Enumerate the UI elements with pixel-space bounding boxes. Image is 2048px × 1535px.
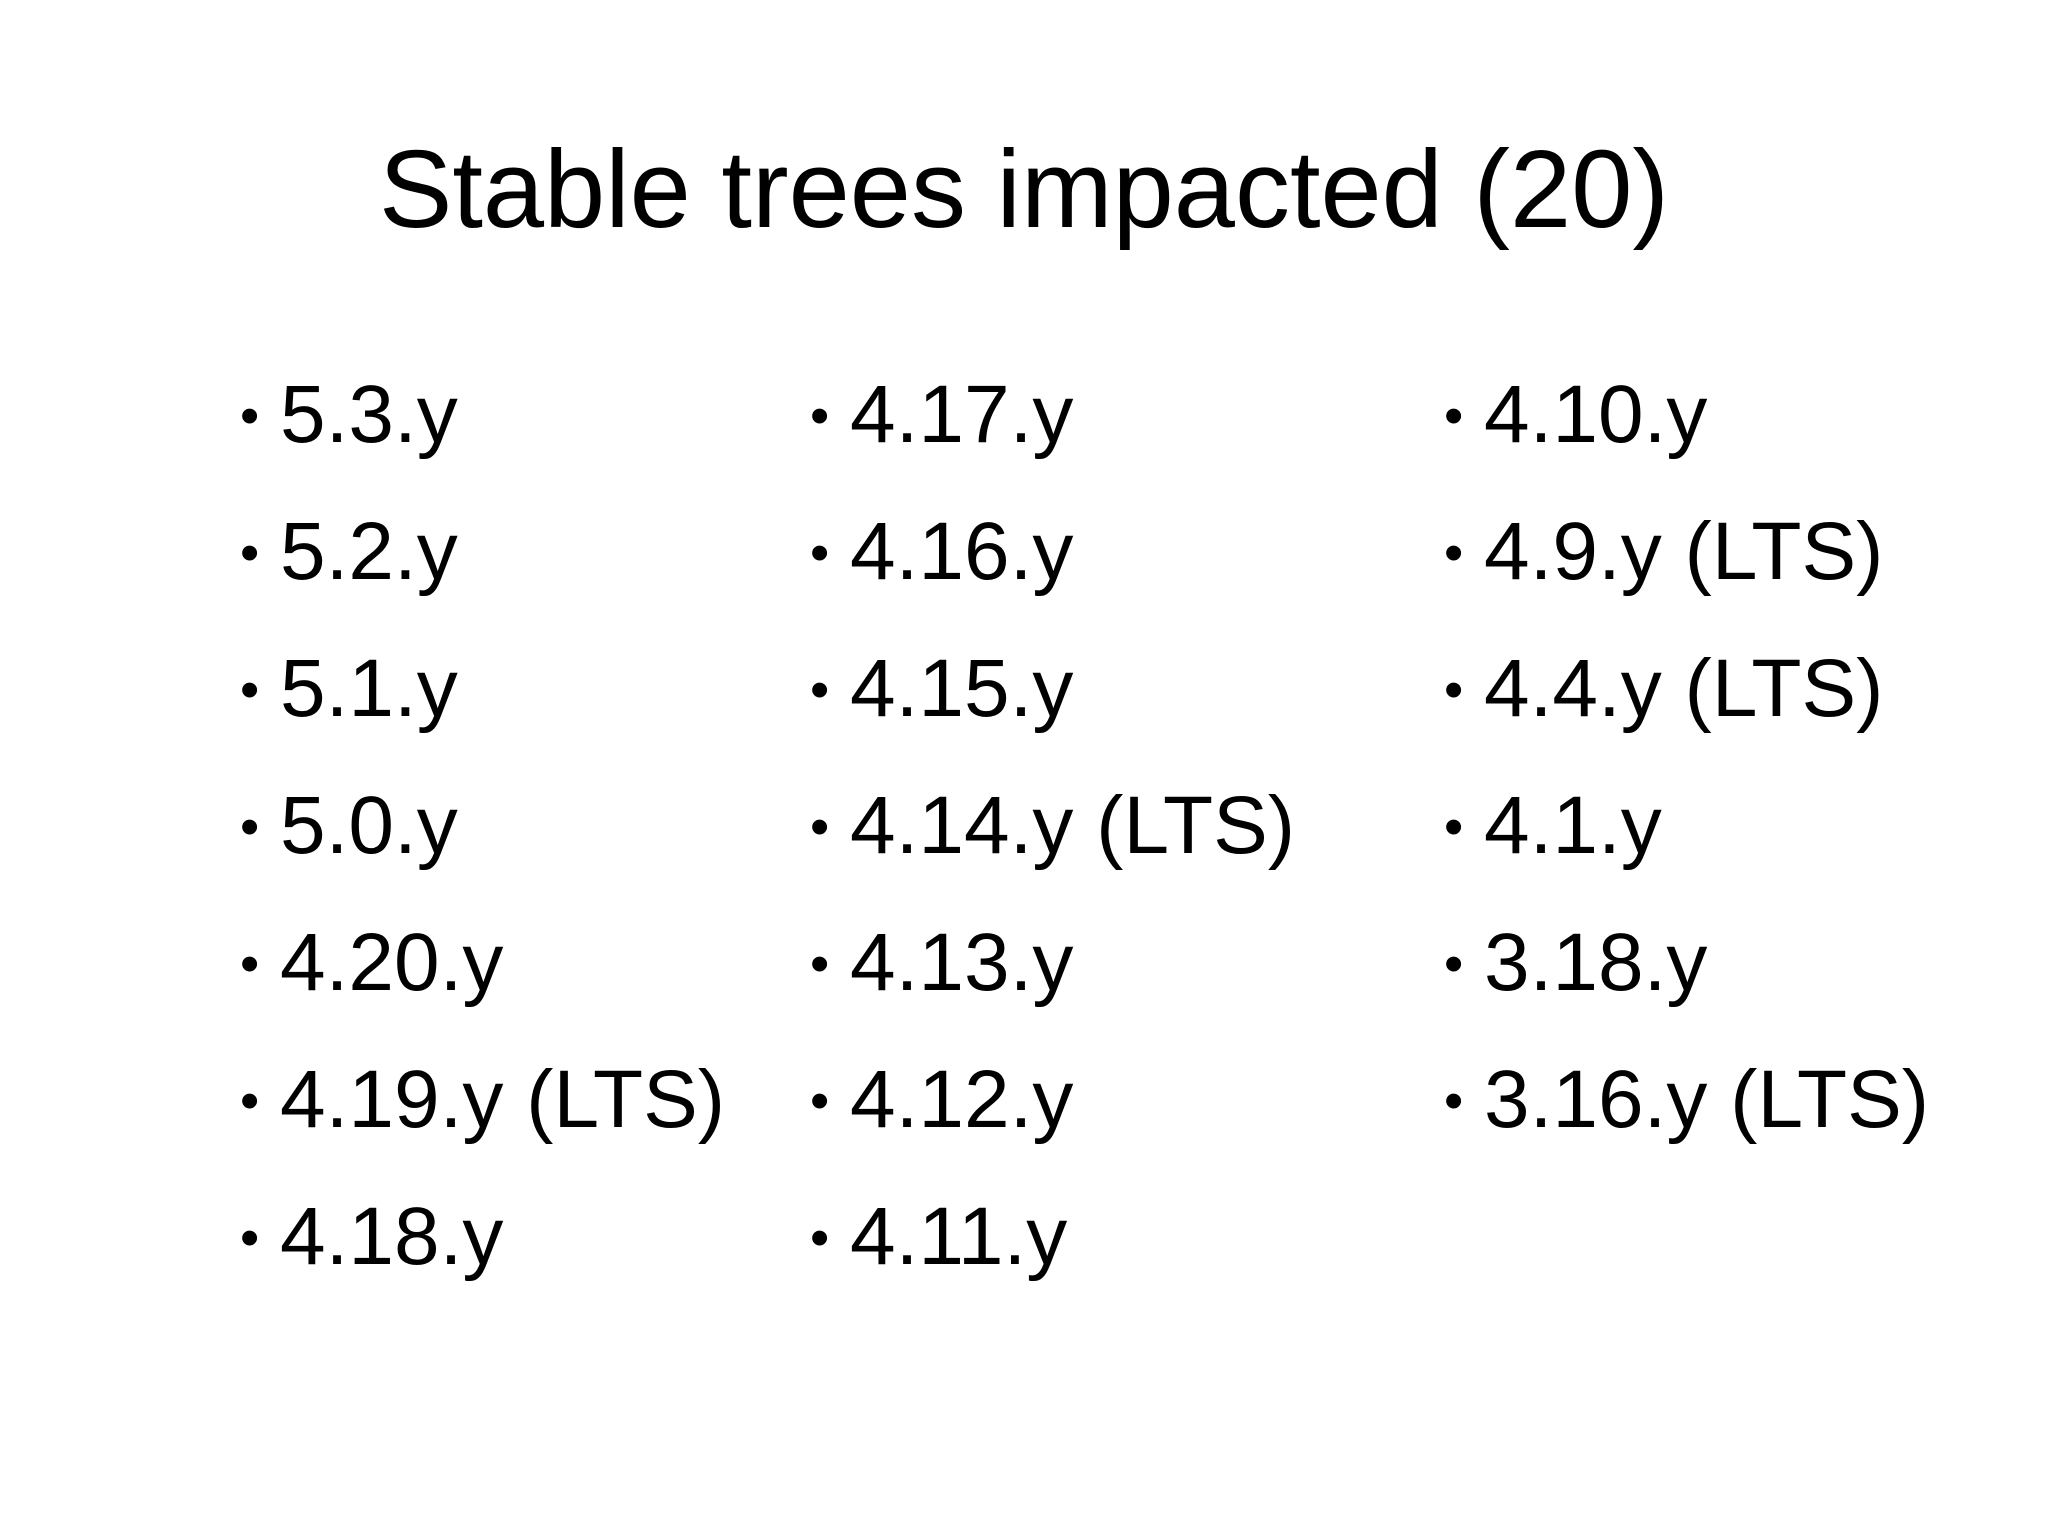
bullet-icon: •: [1444, 658, 1464, 720]
list-item-label: 4.15.y: [850, 643, 1074, 734]
list-item-label: 4.9.y (LTS): [1484, 506, 1884, 597]
bullet-icon: •: [1444, 384, 1464, 446]
list-item-label: 4.11.y: [850, 1191, 1068, 1282]
bullet-icon: •: [240, 795, 260, 857]
bullet-icon: •: [810, 795, 830, 857]
bullet-icon: •: [1444, 521, 1464, 583]
bullet-icon: •: [810, 658, 830, 720]
list-item-label: 4.16.y: [850, 506, 1074, 597]
bullet-icon: •: [240, 658, 260, 720]
bullet-icon: •: [810, 1206, 830, 1268]
list-item-label: 5.2.y: [280, 506, 458, 597]
list-item-label: 5.1.y: [280, 643, 458, 734]
list-item-label: 5.3.y: [280, 369, 458, 460]
list-item-label: 4.14.y (LTS): [850, 780, 1296, 871]
bullet-icon: •: [810, 521, 830, 583]
list-item-label: 4.19.y (LTS): [280, 1054, 726, 1145]
list-item-label: 4.10.y: [1484, 369, 1708, 460]
list-item-label: 3.16.y (LTS): [1484, 1054, 1930, 1145]
bullet-icon: •: [240, 1069, 260, 1131]
bullet-icon: •: [1444, 1069, 1464, 1131]
list-item-label: 4.20.y: [280, 917, 504, 1008]
bullet-icon: •: [240, 384, 260, 446]
bullet-icon: •: [240, 521, 260, 583]
bullet-icon: •: [1444, 795, 1464, 857]
bullet-icon: •: [1444, 932, 1464, 994]
list-item-label: 4.17.y: [850, 369, 1074, 460]
list-item-label: 4.12.y: [850, 1054, 1074, 1145]
bullet-icon: •: [810, 1069, 830, 1131]
list-item-label: 3.18.y: [1484, 917, 1708, 1008]
bullet-icon: •: [810, 384, 830, 446]
list-item-label: 4.4.y (LTS): [1484, 643, 1884, 734]
bullet-icon: •: [240, 1206, 260, 1268]
list-item-label: 5.0.y: [280, 780, 458, 871]
slide-title: Stable trees impacted (20): [378, 128, 1670, 251]
bullet-icon: •: [240, 932, 260, 994]
bullet-icon: •: [810, 932, 830, 994]
list-item-label: 4.18.y: [280, 1191, 504, 1282]
list-item-label: 4.13.y: [850, 917, 1074, 1008]
list-item-label: 4.1.y: [1484, 780, 1662, 871]
